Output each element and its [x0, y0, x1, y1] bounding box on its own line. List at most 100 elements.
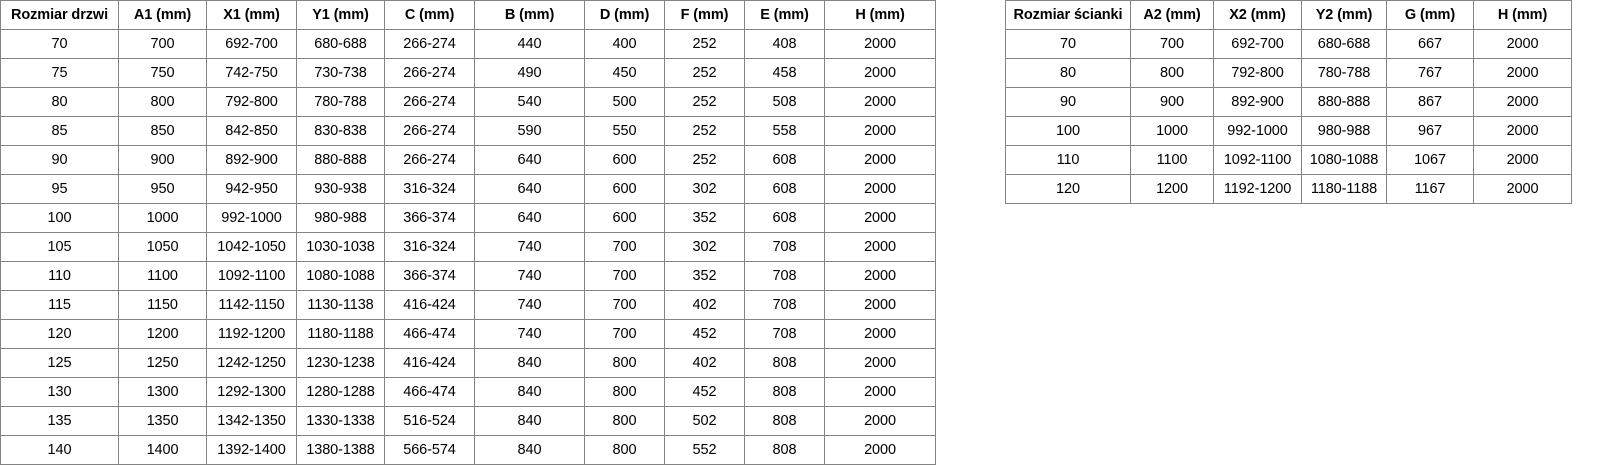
doors-cell-r12-c3: 1280-1288 — [296, 377, 385, 407]
table-row: 85 850 842-850 830-838 266-274 590 550 252 558 20… — [0, 116, 936, 146]
wall-cell-r0-c3: 680-688 — [1301, 29, 1387, 59]
doors-cell-r1-c8: 458 — [744, 58, 825, 88]
doors-cell-r7-c7: 302 — [664, 232, 745, 262]
doors-cell-r10-c2: 1192-1200 — [206, 319, 297, 349]
doors-cell-r7-c4: 316-324 — [384, 232, 475, 262]
doors-cell-r8-c6: 700 — [584, 261, 665, 291]
doors-cell-r6-c0: 100 — [0, 203, 119, 233]
doors-cell-r5-c0: 95 — [0, 174, 119, 204]
wall-table-body: 70 700 692-700 680-688 667 2000 80 800 792-800 78… — [1005, 29, 1572, 204]
doors-cell-r9-c9: 2000 — [824, 290, 936, 320]
wall-cell-r0-c0: 70 — [1005, 29, 1131, 59]
doors-cell-r13-c5: 840 — [474, 406, 585, 436]
doors-cell-r6-c5: 640 — [474, 203, 585, 233]
doors-cell-r3-c4: 266-274 — [384, 116, 475, 146]
doors-cell-r4-c3: 880-888 — [296, 145, 385, 175]
doors-cell-r13-c1: 1350 — [118, 406, 207, 436]
doors-cell-r12-c6: 800 — [584, 377, 665, 407]
doors-cell-r4-c2: 892-900 — [206, 145, 297, 175]
table-row: 80 800 792-800 780-788 266-274 540 500 252 508 20… — [0, 87, 936, 117]
wall-cell-r0-c5: 2000 — [1473, 29, 1572, 59]
doors-cell-r5-c7: 302 — [664, 174, 745, 204]
table-row: 110 1100 1092-1100 1080-1088 1067 2000 — [1005, 145, 1572, 175]
doors-table-header: Rozmiar drzwi A1 (mm) X1 (mm) Y1 (mm) C (mm)… — [0, 0, 936, 30]
doors-cell-r10-c0: 120 — [0, 319, 119, 349]
doors-cell-r5-c9: 2000 — [824, 174, 936, 204]
doors-cell-r13-c8: 808 — [744, 406, 825, 436]
doors-column-header-0: Rozmiar drzwi — [0, 0, 119, 30]
doors-cell-r8-c8: 708 — [744, 261, 825, 291]
wall-cell-r1-c4: 767 — [1386, 58, 1474, 88]
wall-cell-r2-c0: 90 — [1005, 87, 1131, 117]
doors-cell-r7-c8: 708 — [744, 232, 825, 262]
doors-cell-r4-c5: 640 — [474, 145, 585, 175]
doors-cell-r6-c2: 992-1000 — [206, 203, 297, 233]
doors-cell-r3-c8: 558 — [744, 116, 825, 146]
doors-cell-r8-c3: 1080-1088 — [296, 261, 385, 291]
table-row: 100 1000 992-1000 980-988 366-374 640 600 352 60… — [0, 203, 936, 233]
doors-dimensions-table: Rozmiar drzwi A1 (mm) X1 (mm) Y1 (mm) C (mm)… — [0, 0, 936, 465]
doors-column-header-3: Y1 (mm) — [296, 0, 385, 30]
doors-cell-r3-c3: 830-838 — [296, 116, 385, 146]
doors-cell-r2-c7: 252 — [664, 87, 745, 117]
doors-cell-r1-c5: 490 — [474, 58, 585, 88]
doors-cell-r13-c7: 502 — [664, 406, 745, 436]
wall-cell-r5-c3: 1180-1188 — [1301, 174, 1387, 204]
doors-cell-r6-c8: 608 — [744, 203, 825, 233]
wall-column-header-2: X2 (mm) — [1213, 0, 1302, 30]
doors-cell-r5-c5: 640 — [474, 174, 585, 204]
doors-column-header-7: F (mm) — [664, 0, 745, 30]
doors-cell-r9-c0: 115 — [0, 290, 119, 320]
wall-cell-r4-c2: 1092-1100 — [1213, 145, 1302, 175]
doors-cell-r10-c3: 1180-1188 — [296, 319, 385, 349]
wall-cell-r3-c2: 992-1000 — [1213, 116, 1302, 146]
doors-cell-r3-c9: 2000 — [824, 116, 936, 146]
wall-cell-r5-c4: 1167 — [1386, 174, 1474, 204]
doors-column-header-4: C (mm) — [384, 0, 475, 30]
wall-cell-r5-c1: 1200 — [1130, 174, 1214, 204]
table-row: 110 1100 1092-1100 1080-1088 366-374 740 700 35… — [0, 261, 936, 291]
doors-column-header-8: E (mm) — [744, 0, 825, 30]
doors-cell-r10-c4: 466-474 — [384, 319, 475, 349]
table-row: 105 1050 1042-1050 1030-1038 316-324 740 700 30… — [0, 232, 936, 262]
doors-cell-r12-c2: 1292-1300 — [206, 377, 297, 407]
doors-cell-r4-c8: 608 — [744, 145, 825, 175]
doors-cell-r5-c3: 930-938 — [296, 174, 385, 204]
doors-cell-r2-c2: 792-800 — [206, 87, 297, 117]
doors-cell-r1-c6: 450 — [584, 58, 665, 88]
doors-cell-r7-c1: 1050 — [118, 232, 207, 262]
doors-cell-r5-c6: 600 — [584, 174, 665, 204]
doors-cell-r2-c9: 2000 — [824, 87, 936, 117]
table-row: 120 1200 1192-1200 1180-1188 1167 2000 — [1005, 174, 1572, 204]
wall-cell-r0-c1: 700 — [1130, 29, 1214, 59]
doors-cell-r6-c4: 366-374 — [384, 203, 475, 233]
doors-cell-r9-c2: 1142-1150 — [206, 290, 297, 320]
doors-cell-r14-c4: 566-574 — [384, 435, 475, 465]
doors-column-header-9: H (mm) — [824, 0, 936, 30]
doors-cell-r4-c4: 266-274 — [384, 145, 475, 175]
doors-cell-r11-c9: 2000 — [824, 348, 936, 378]
wall-cell-r4-c4: 1067 — [1386, 145, 1474, 175]
doors-cell-r8-c5: 740 — [474, 261, 585, 291]
doors-cell-r1-c4: 266-274 — [384, 58, 475, 88]
doors-column-header-2: X1 (mm) — [206, 0, 297, 30]
doors-cell-r7-c3: 1030-1038 — [296, 232, 385, 262]
doors-cell-r13-c9: 2000 — [824, 406, 936, 436]
wall-cell-r5-c2: 1192-1200 — [1213, 174, 1302, 204]
doors-cell-r11-c7: 402 — [664, 348, 745, 378]
doors-column-header-6: D (mm) — [584, 0, 665, 30]
doors-cell-r4-c1: 900 — [118, 145, 207, 175]
wall-cell-r2-c5: 2000 — [1473, 87, 1572, 117]
doors-cell-r8-c4: 366-374 — [384, 261, 475, 291]
wall-cell-r3-c3: 980-988 — [1301, 116, 1387, 146]
doors-cell-r6-c6: 600 — [584, 203, 665, 233]
doors-cell-r14-c2: 1392-1400 — [206, 435, 297, 465]
wall-column-header-4: G (mm) — [1386, 0, 1474, 30]
doors-cell-r2-c1: 800 — [118, 87, 207, 117]
doors-cell-r2-c6: 500 — [584, 87, 665, 117]
doors-cell-r14-c3: 1380-1388 — [296, 435, 385, 465]
doors-cell-r0-c3: 680-688 — [296, 29, 385, 59]
doors-cell-r0-c6: 400 — [584, 29, 665, 59]
doors-cell-r13-c3: 1330-1338 — [296, 406, 385, 436]
